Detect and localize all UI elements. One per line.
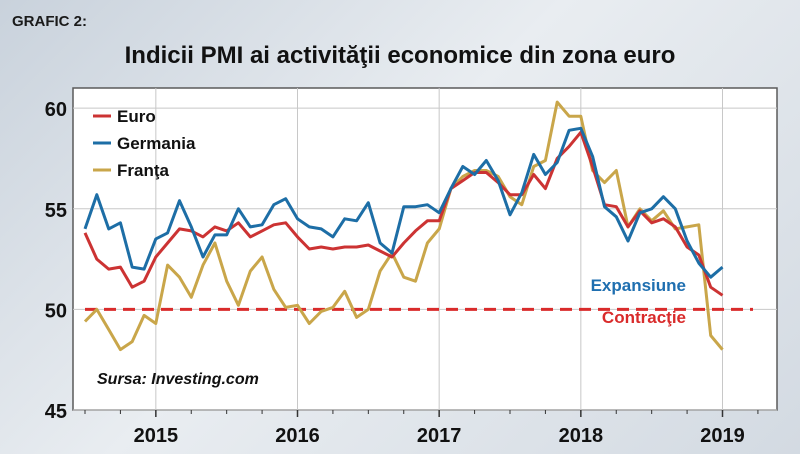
legend-label-germania: Germania (117, 134, 196, 153)
chart-title: Indicii PMI ai activităţii economice din… (125, 42, 676, 69)
expansiune-label: Expansiune (591, 276, 686, 295)
x-tick-label: 2016 (275, 425, 320, 447)
legend: Euro Germania Franţa (93, 107, 196, 180)
y-tick-label: 55 (45, 200, 67, 222)
series-line-germania (83, 126, 724, 279)
y-tick-label: 50 (45, 300, 67, 322)
x-tick-label: 2019 (700, 425, 745, 447)
contractie-label: Contracţie (602, 308, 686, 327)
axes: 45 50 55 60 2015 2016 2017 2018 2019 (45, 99, 759, 447)
figure-label: GRAFIC 2: (12, 13, 87, 30)
series-line-frana (83, 100, 724, 352)
y-tick-label: 45 (45, 401, 67, 423)
y-tick-label: 60 (45, 99, 67, 121)
x-tick-label: 2018 (559, 425, 604, 447)
x-tick-label: 2017 (417, 425, 462, 447)
legend-label-franta: Franţa (117, 161, 170, 180)
x-tick-label: 2015 (134, 425, 179, 447)
source-note: Sursa: Investing.com (97, 371, 259, 388)
series-layer (83, 100, 724, 352)
legend-label-euro: Euro (117, 107, 156, 126)
